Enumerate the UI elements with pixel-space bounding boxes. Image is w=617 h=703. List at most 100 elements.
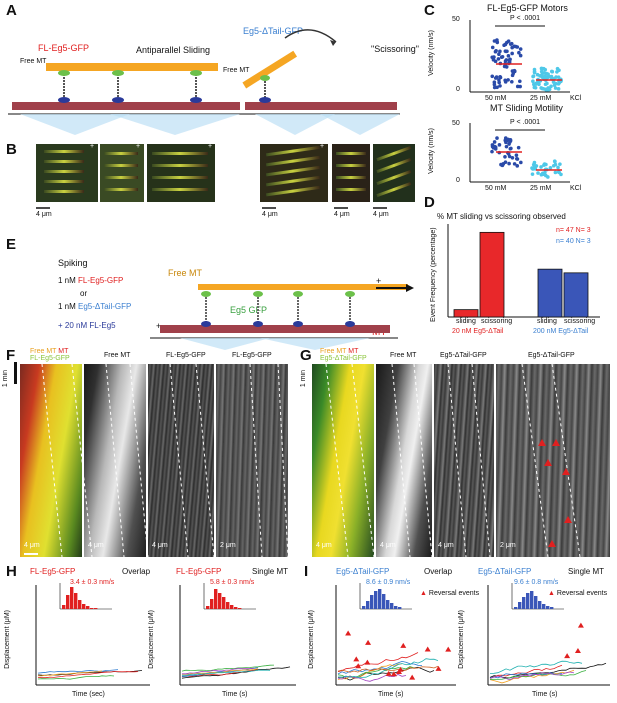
c-ytick-50: 50 [452, 16, 460, 23]
f-header-1: Free MT MT FL-Eg5-GFP [30, 348, 70, 362]
i-left-kind: Overlap [424, 567, 453, 576]
reversal-marker [390, 671, 397, 677]
point [512, 162, 517, 166]
histogram-bar [398, 607, 402, 609]
point [490, 143, 495, 147]
point [497, 143, 502, 147]
motor-icon [112, 70, 124, 103]
point [557, 170, 561, 175]
c-scatter-top-points [490, 38, 563, 92]
point [499, 162, 503, 167]
histogram-bar [390, 603, 394, 609]
bar [453, 309, 479, 318]
point [540, 73, 544, 78]
motor-icon [190, 70, 202, 103]
histogram-bar [86, 606, 90, 609]
histogram-bar [522, 597, 526, 609]
point [493, 145, 498, 149]
plus-end-b1: + [90, 143, 95, 150]
d-n2: n= 40 N= 3 [556, 238, 591, 245]
point [541, 87, 546, 91]
c-title-1: FL-Eg5-GFP Motors [487, 3, 568, 13]
panel-label-c: C [424, 2, 435, 19]
point [539, 165, 543, 169]
trace-line [182, 669, 271, 676]
histogram-bar [238, 608, 242, 609]
reversal-marker [364, 659, 371, 665]
point [558, 162, 562, 166]
reversal-marker [564, 653, 571, 659]
g-kymo-gfp [434, 364, 494, 557]
i-right-vel: 9.6 ± 0.8 nm/s [514, 579, 559, 586]
point [497, 52, 501, 57]
reversal-marker [574, 647, 581, 653]
trace-line [337, 652, 419, 673]
point [531, 79, 535, 84]
point [504, 144, 509, 149]
trace-line [337, 660, 423, 675]
point [556, 165, 560, 170]
f-scale-3: 4 μm [152, 542, 168, 549]
point [516, 145, 521, 150]
g-header-4: Eg5-ΔTail-GFP [528, 352, 575, 359]
trace-line [37, 669, 119, 674]
histogram-bar [362, 606, 366, 609]
point [545, 81, 549, 86]
point [511, 71, 516, 76]
point [490, 45, 495, 50]
reversal-marker [577, 622, 584, 628]
e-eg5-gfp: Eg5 GFP [230, 305, 268, 315]
point [532, 160, 537, 165]
point [504, 58, 509, 62]
i-left-vel: 8.6 ± 0.9 nm/s [366, 579, 411, 586]
plus-end-b4: + [320, 143, 325, 150]
point [554, 75, 558, 79]
reversal-marker [435, 665, 442, 671]
histogram-bar [374, 591, 378, 609]
c-x1: 50 mM [485, 95, 507, 102]
e-or: or [80, 289, 88, 298]
f-header-4: FL-Eg5-GFP [232, 352, 272, 359]
point [495, 136, 499, 140]
histogram-bar [210, 599, 214, 609]
histogram-bar [526, 593, 530, 609]
point [492, 82, 497, 87]
h-right-title: FL-Eg5-GFP [176, 567, 222, 576]
point [496, 57, 501, 61]
histogram-bar [386, 600, 390, 609]
panel-i-plots [335, 583, 610, 686]
panel-label-h: H [6, 563, 17, 580]
point [503, 160, 508, 164]
free-mt-bar-tilted [242, 50, 298, 89]
point [556, 87, 561, 91]
c-x2: 25 mM [530, 95, 552, 102]
scale-bar [24, 553, 38, 555]
point [532, 70, 537, 75]
point [509, 146, 513, 151]
d-cat-4: scissoring [564, 318, 596, 325]
reversal-marker [345, 630, 352, 636]
g-scale-3: 4 μm [438, 542, 454, 549]
point [493, 76, 498, 80]
histogram-bar [82, 604, 86, 609]
free-mt-label-a: Free MT [20, 58, 47, 65]
g-header-2: Free MT [390, 352, 417, 359]
rotate-arrow-icon [284, 29, 337, 43]
point [503, 136, 508, 140]
f-scale-2: 4 μm [88, 542, 104, 549]
f-scale-1: 4 μm [24, 542, 40, 549]
histogram-bar [538, 601, 542, 609]
i-right-title: Eg5-ΔTail-GFP [478, 567, 532, 576]
g-dashed-overlay [325, 364, 581, 557]
point [502, 43, 506, 48]
d-ylabel: Event Frequency (percentage) [430, 227, 437, 322]
panel-a-schematic [8, 29, 400, 135]
i-xlabel-left: Time (s) [378, 691, 404, 698]
panel-h-plots [35, 583, 296, 686]
histogram-bar [530, 591, 534, 609]
free-mt-bar [46, 63, 218, 71]
e-plus-2: + [156, 321, 162, 331]
point [536, 171, 540, 175]
bar [563, 272, 589, 318]
reversal-marker [365, 639, 372, 645]
